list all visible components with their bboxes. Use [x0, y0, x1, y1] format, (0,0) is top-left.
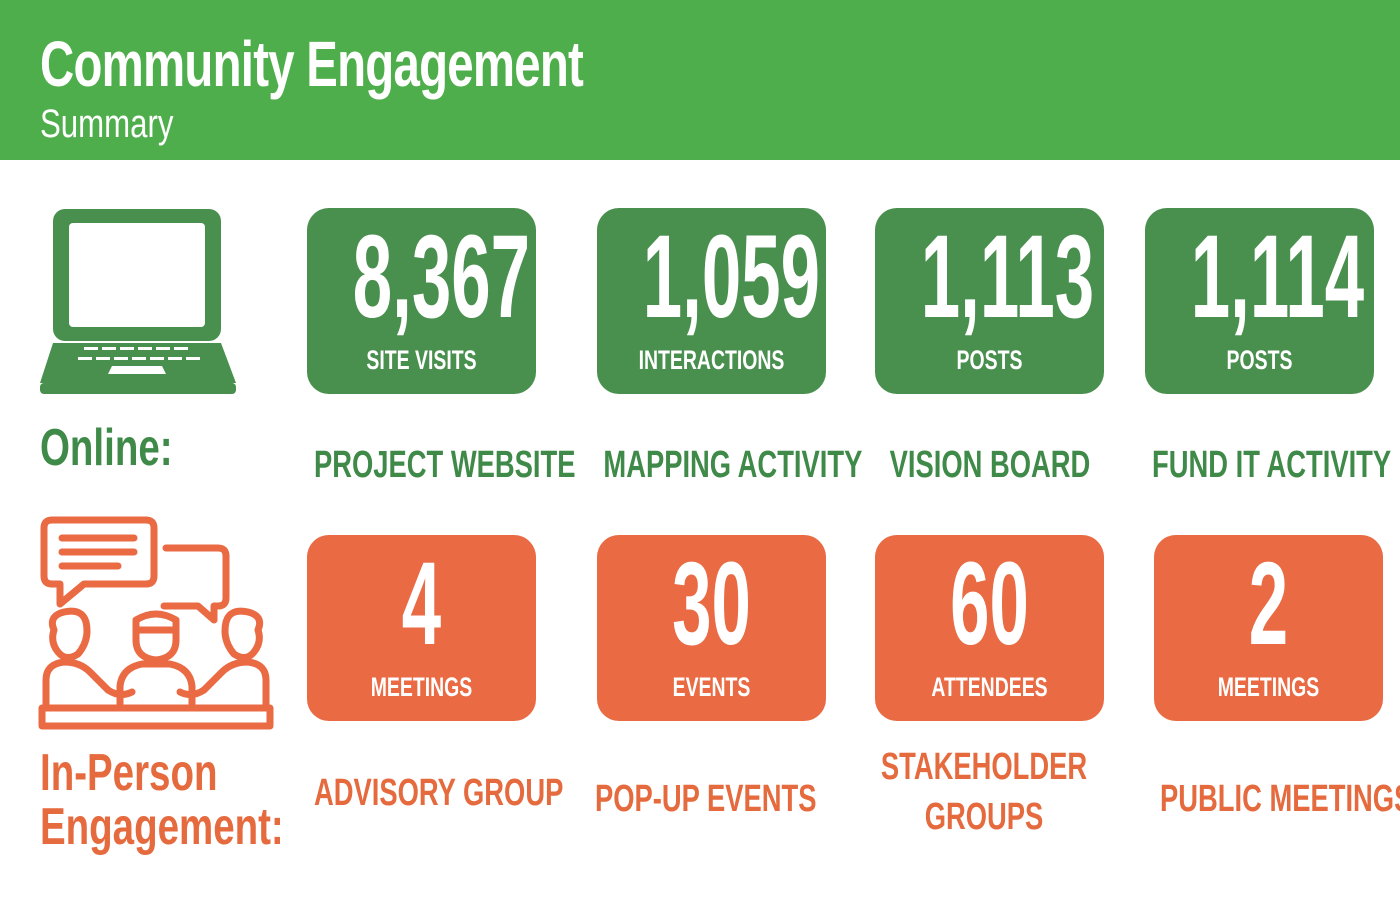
caption-stakeholder-groups: STAKEHOLDER GROUPS: [876, 742, 1092, 842]
stat-value: 8,367: [352, 211, 530, 343]
page-title: Community Engagement: [40, 28, 584, 100]
stat-tile-attendees: 60 ATTENDEES: [875, 535, 1104, 721]
stat-unit: SITE VISITS: [366, 345, 477, 375]
caption-stakeholder-line2: GROUPS: [924, 796, 1044, 838]
stat-value: 1,114: [1190, 211, 1365, 343]
caption-vision-board: VISION BOARD: [889, 444, 1091, 486]
stat-tile-fund-it-posts: 1,114 POSTS: [1145, 208, 1374, 394]
stat-unit: MEETINGS: [1217, 672, 1320, 702]
stat-value: 2: [1248, 538, 1289, 670]
in-person-label-line1: In-Person: [40, 744, 218, 802]
stat-value: 60: [950, 538, 1029, 670]
stat-tile-interactions: 1,059 INTERACTIONS: [597, 208, 826, 394]
stat-value: 1,113: [920, 211, 1095, 343]
laptop-icon: [40, 209, 236, 394]
stat-unit: POSTS: [1226, 345, 1293, 375]
stat-tile-popup-events: 30 EVENTS: [597, 535, 826, 721]
stat-unit: POSTS: [956, 345, 1023, 375]
caption-project-website: PROJECT WEBSITE: [314, 444, 576, 486]
online-label: Online:: [40, 419, 173, 477]
caption-stakeholder-line1: STAKEHOLDER: [880, 746, 1088, 788]
caption-advisory-group: ADVISORY GROUP: [314, 772, 564, 814]
page-subtitle: Summary: [40, 102, 174, 146]
in-person-label-line2: Engagement:: [40, 798, 284, 856]
stat-unit: ATTENDEES: [931, 672, 1048, 702]
header-banner: Community Engagement Summary: [0, 0, 1400, 160]
stat-unit: EVENTS: [672, 672, 751, 702]
stat-tile-vision-posts: 1,113 POSTS: [875, 208, 1104, 394]
in-person-label: In-Person Engagement:: [40, 746, 284, 854]
stat-tile-public-meetings: 2 MEETINGS: [1154, 535, 1383, 721]
stat-tile-site-visits: 8,367 SITE VISITS: [307, 208, 536, 394]
caption-fund-it-activity: FUND IT ACTIVITY: [1152, 444, 1392, 486]
stat-value: 1,059: [642, 211, 820, 343]
stat-value: 30: [672, 538, 751, 670]
caption-mapping-activity: MAPPING ACTIVITY: [603, 444, 863, 486]
stat-unit: MEETINGS: [370, 672, 473, 702]
stat-value: 4: [401, 538, 442, 670]
group-discussion-icon: [38, 516, 274, 730]
caption-popup-events: POP-UP EVENTS: [595, 778, 817, 820]
stat-tile-advisory-meetings: 4 MEETINGS: [307, 535, 536, 721]
stat-unit: INTERACTIONS: [638, 345, 785, 375]
caption-public-meetings: PUBLIC MEETINGS: [1160, 778, 1400, 820]
